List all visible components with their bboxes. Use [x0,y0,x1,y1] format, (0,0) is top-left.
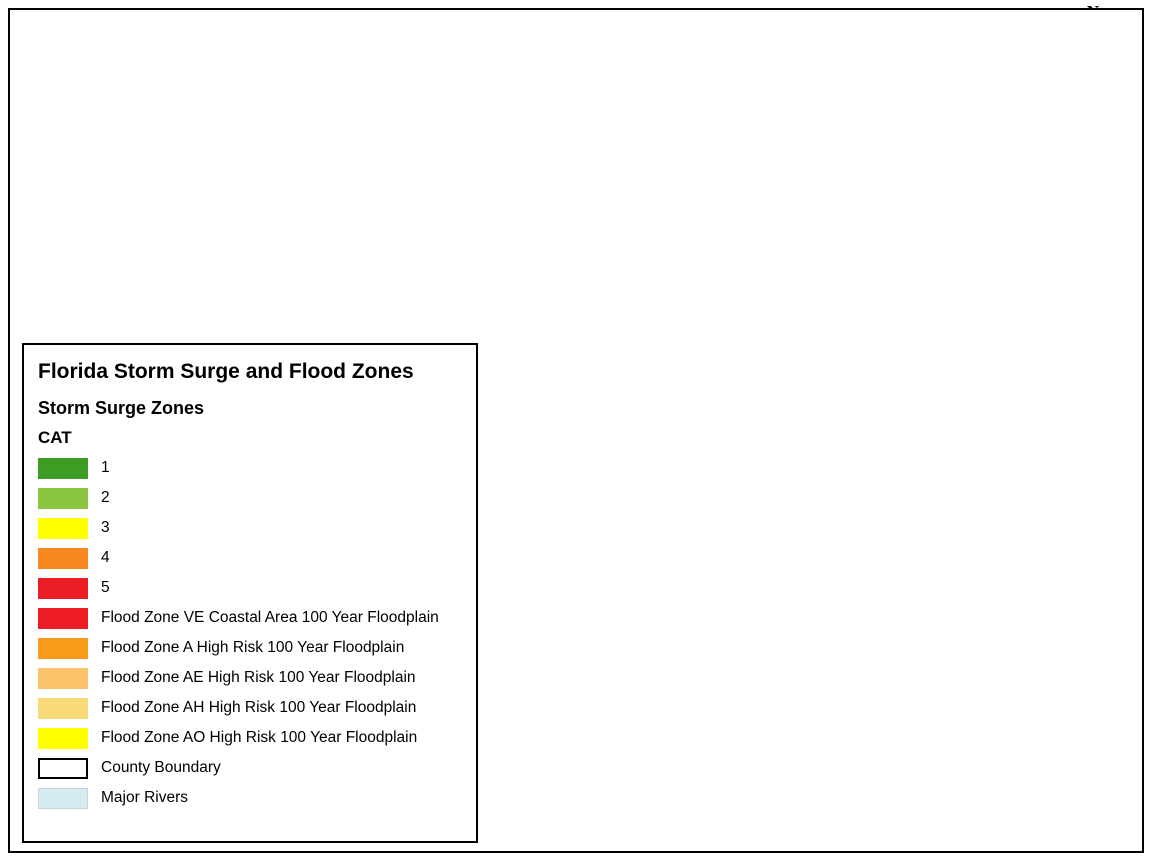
legend-label: Major Rivers [101,789,188,806]
legend-swatch-flood-ao [38,727,88,749]
legend-swatch-flood-ve [38,607,88,629]
legend-item-cat-1: 1 [38,453,466,483]
legend-item-cat-2: 2 [38,483,466,513]
legend-swatch-major-rivers [38,787,88,809]
legend-item-cat-5: 5 [38,573,466,603]
legend-item-cat-4: 4 [38,543,466,573]
legend-label: Flood Zone AE High Risk 100 Year Floodpl… [101,669,416,686]
legend-item-flood-ao: Flood Zone AO High Risk 100 Year Floodpl… [38,723,466,753]
legend-label: 4 [101,549,110,566]
legend-swatch-flood-ae [38,667,88,689]
legend-item-county-boundary: County Boundary [38,753,466,783]
legend-label: 2 [101,489,110,506]
legend-item-cat-3: 3 [38,513,466,543]
legend-label: Flood Zone A High Risk 100 Year Floodpla… [101,639,405,656]
legend-swatch-cat-1 [38,457,88,479]
legend-subtitle: Storm Surge Zones [38,398,205,418]
legend-label: County Boundary [101,759,221,776]
legend-swatch-cat-5 [38,577,88,599]
legend-item-major-rivers: Major Rivers [38,783,466,813]
legend-swatch-cat-2 [38,487,88,509]
legend-category-heading: CAT [38,428,72,447]
legend-item-flood-ah: Flood Zone AH High Risk 100 Year Floodpl… [38,693,466,723]
legend-item-flood-ae: Flood Zone AE High Risk 100 Year Floodpl… [38,663,466,693]
legend-swatch-cat-4 [38,547,88,569]
legend-swatch-flood-ah [38,697,88,719]
legend-label: Flood Zone AO High Risk 100 Year Floodpl… [101,729,418,746]
legend-item-flood-a: Flood Zone A High Risk 100 Year Floodpla… [38,633,466,663]
legend-label: 3 [101,519,110,536]
legend-panel: Florida Storm Surge and Flood Zones Stor… [22,343,478,843]
legend-swatch-county-boundary [38,757,88,779]
legend-label: 1 [101,459,110,476]
legend-label: Flood Zone AH High Risk 100 Year Floodpl… [101,699,417,716]
legend-label: Flood Zone VE Coastal Area 100 Year Floo… [101,609,439,626]
map-title: Florida Storm Surge and Flood Zones [38,360,414,383]
legend-label: 5 [101,579,110,596]
legend-item-flood-ve: Flood Zone VE Coastal Area 100 Year Floo… [38,603,466,633]
legend-swatch-cat-3 [38,517,88,539]
legend-swatch-flood-a [38,637,88,659]
